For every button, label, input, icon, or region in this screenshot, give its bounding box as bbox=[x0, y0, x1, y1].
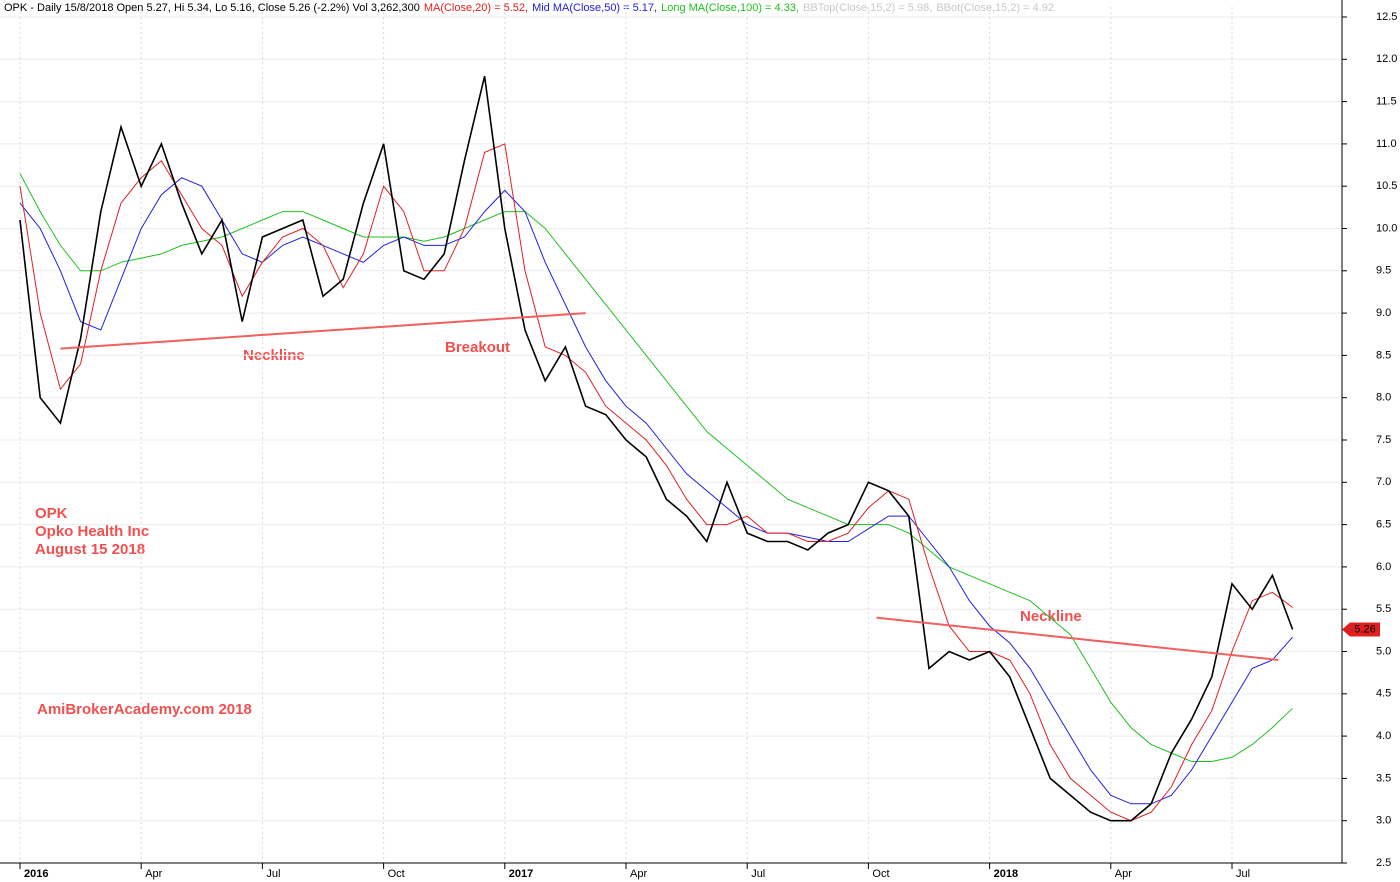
x-tick-label: Jul bbox=[1236, 868, 1250, 880]
x-tick-label: Apr bbox=[145, 868, 162, 880]
y-tick-label: 3.0 bbox=[1376, 815, 1391, 827]
header-part: OPK - Daily 15/8/2018 Open 5.27, Hi 5.34… bbox=[4, 2, 420, 14]
y-tick-label: 10.5 bbox=[1376, 180, 1397, 192]
y-tick-label: 7.5 bbox=[1376, 434, 1391, 446]
header-part: MA(Close,20) = 5.52, bbox=[424, 2, 528, 14]
y-tick-label: 4.5 bbox=[1376, 688, 1391, 700]
y-tick-label: 6.0 bbox=[1376, 561, 1391, 573]
annotation: Breakout bbox=[445, 339, 510, 356]
x-tick-label: Apr bbox=[630, 868, 647, 880]
x-tick-label: Oct bbox=[872, 868, 889, 880]
header-part: BBTop(Close,15,2) = 5.98, bbox=[803, 2, 932, 14]
price-tag-label: 5.26 bbox=[1354, 623, 1375, 635]
trendline bbox=[60, 312, 586, 350]
y-tick-label: 8.5 bbox=[1376, 349, 1391, 361]
y-tick-label: 12.0 bbox=[1376, 53, 1397, 65]
y-tick-label: 9.0 bbox=[1376, 307, 1391, 319]
x-tick-label: 2017 bbox=[509, 868, 533, 880]
header-part: Long MA(Close,100) = 4.33, bbox=[661, 2, 799, 14]
y-tick-label: 11.5 bbox=[1376, 96, 1397, 108]
y-tick-label: 5.5 bbox=[1376, 603, 1391, 615]
y-tick-label: 5.0 bbox=[1376, 645, 1391, 657]
x-tick-label: 2016 bbox=[24, 868, 48, 880]
y-tick-label: 12.5 bbox=[1376, 11, 1397, 23]
series-line bbox=[19, 173, 1293, 762]
y-tick-label: 10.0 bbox=[1376, 222, 1397, 234]
trendline bbox=[876, 616, 1279, 661]
annotation: AmiBrokerAcademy.com 2018 bbox=[37, 701, 252, 718]
x-tick-label: 2018 bbox=[994, 868, 1018, 880]
y-tick-label: 4.0 bbox=[1376, 730, 1391, 742]
chart-header: OPK - Daily 15/8/2018 Open 5.27, Hi 5.34… bbox=[4, 2, 1054, 14]
x-tick-label: Oct bbox=[388, 868, 405, 880]
series-line bbox=[19, 177, 1293, 805]
y-tick-label: 2.5 bbox=[1376, 857, 1391, 869]
y-tick-label: 6.5 bbox=[1376, 519, 1391, 531]
x-tick-label: Jul bbox=[266, 868, 280, 880]
header-part: BBot(Close,15,2) = 4.92 bbox=[936, 2, 1054, 14]
price-tag bbox=[1342, 622, 1380, 637]
y-tick-label: 8.0 bbox=[1376, 392, 1391, 404]
header-part: Mid MA(Close,50) = 5.17, bbox=[532, 2, 657, 14]
y-tick-label: 7.0 bbox=[1376, 476, 1391, 488]
x-tick-label: Apr bbox=[1115, 868, 1132, 880]
y-tick-label: 3.5 bbox=[1376, 772, 1391, 784]
y-tick-label: 11.0 bbox=[1376, 138, 1397, 150]
annotation: Opko Health Inc bbox=[35, 523, 149, 540]
annotation: August 15 2018 bbox=[35, 541, 145, 558]
series-line bbox=[19, 76, 1294, 822]
annotation: Neckline bbox=[1020, 608, 1082, 625]
y-tick-label: 9.5 bbox=[1376, 265, 1391, 277]
x-tick-label: Jul bbox=[751, 868, 765, 880]
annotation: OPK bbox=[35, 505, 68, 522]
